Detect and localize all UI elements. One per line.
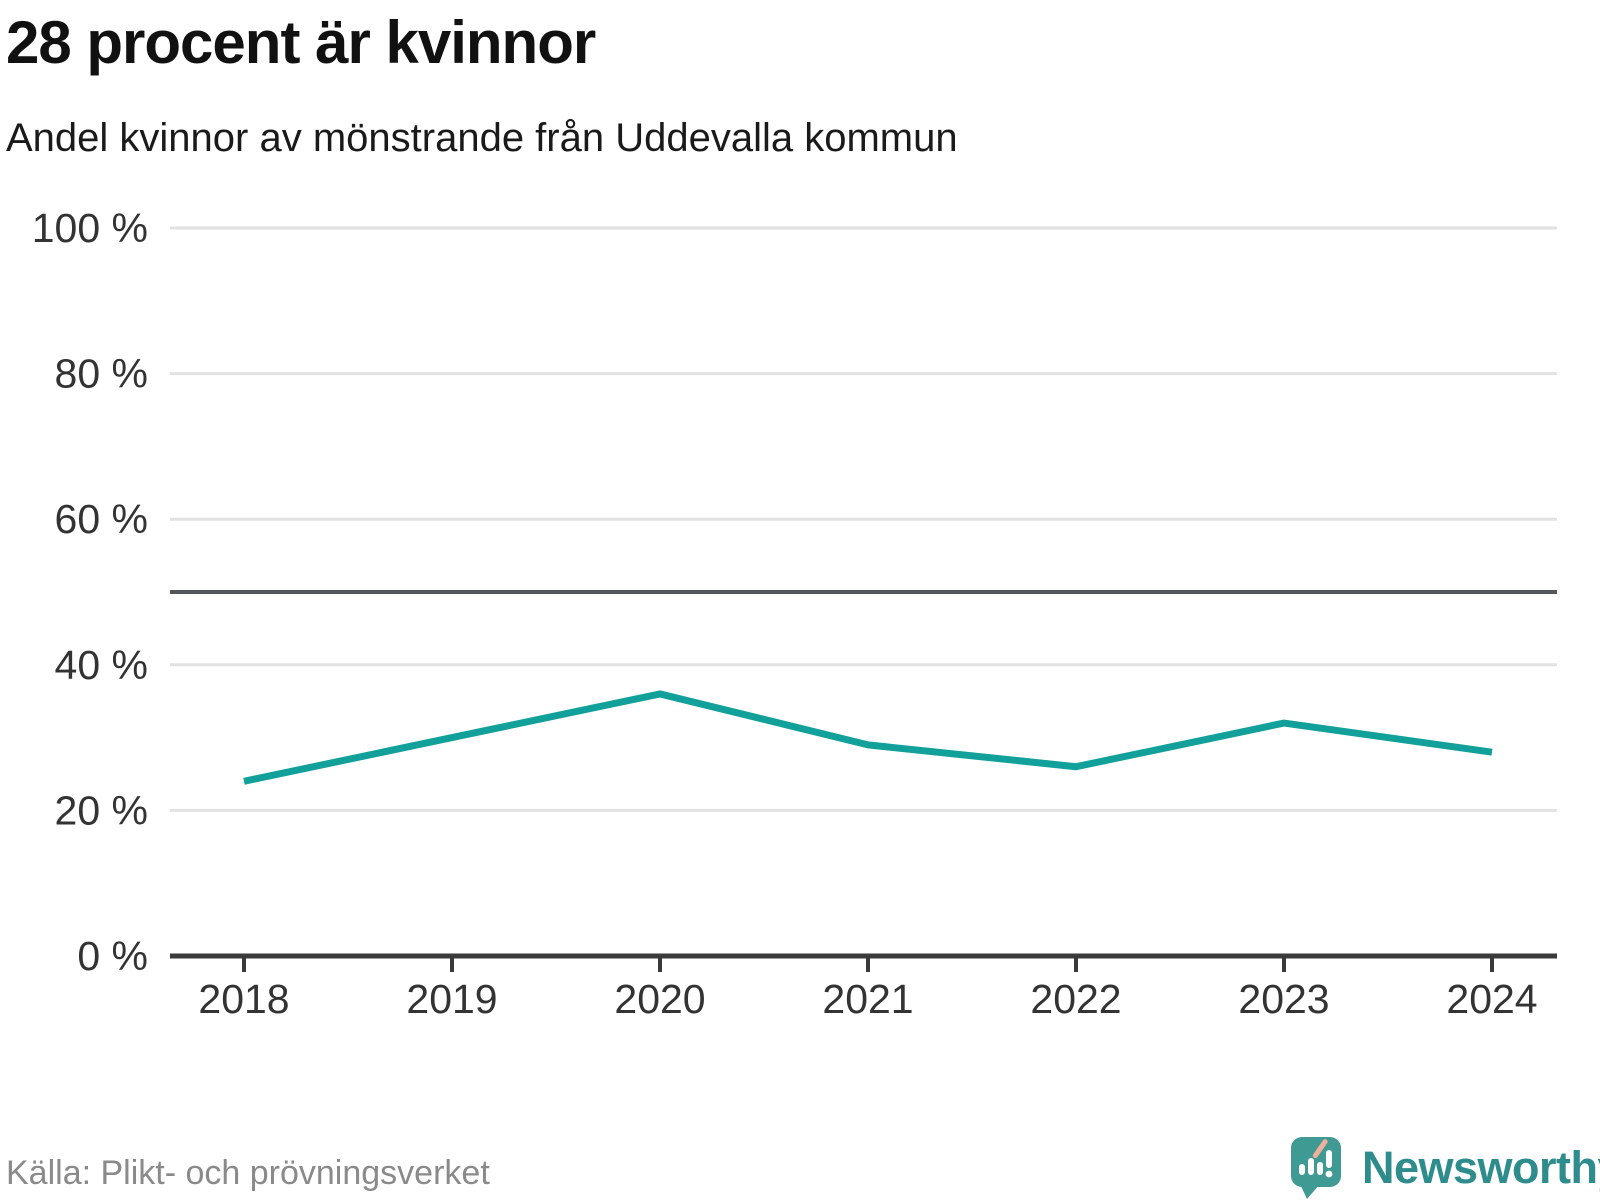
x-tick-label: 2018 — [198, 976, 289, 1022]
y-tick-label: 100 % — [32, 205, 148, 251]
y-tick-label: 0 % — [77, 933, 148, 979]
x-tick-label: 2023 — [1238, 976, 1329, 1022]
brand-wordmark: Newsworthy — [1362, 1142, 1600, 1193]
page-title: 28 procent är kvinnor — [6, 9, 596, 76]
y-tick-label: 60 % — [55, 496, 148, 542]
y-tick-label: 20 % — [55, 787, 148, 833]
y-tick-label: 40 % — [55, 642, 148, 688]
brand-logo: Newsworthy — [1290, 1136, 1600, 1200]
x-tick-label: 2022 — [1030, 976, 1121, 1022]
chart-subtitle: Andel kvinnor av mönstrande från Uddeval… — [6, 116, 958, 160]
data-line — [243, 690, 1493, 785]
source-note: Källa: Plikt- och prövningsverket — [6, 1154, 490, 1192]
x-tick-label: 2024 — [1446, 976, 1537, 1022]
x-tick-label: 2021 — [822, 976, 913, 1022]
x-tick-label: 2020 — [614, 976, 705, 1022]
newsworthy-icon — [1291, 1137, 1341, 1199]
x-tick-label: 2019 — [406, 976, 497, 1022]
y-tick-label: 80 % — [55, 351, 148, 397]
